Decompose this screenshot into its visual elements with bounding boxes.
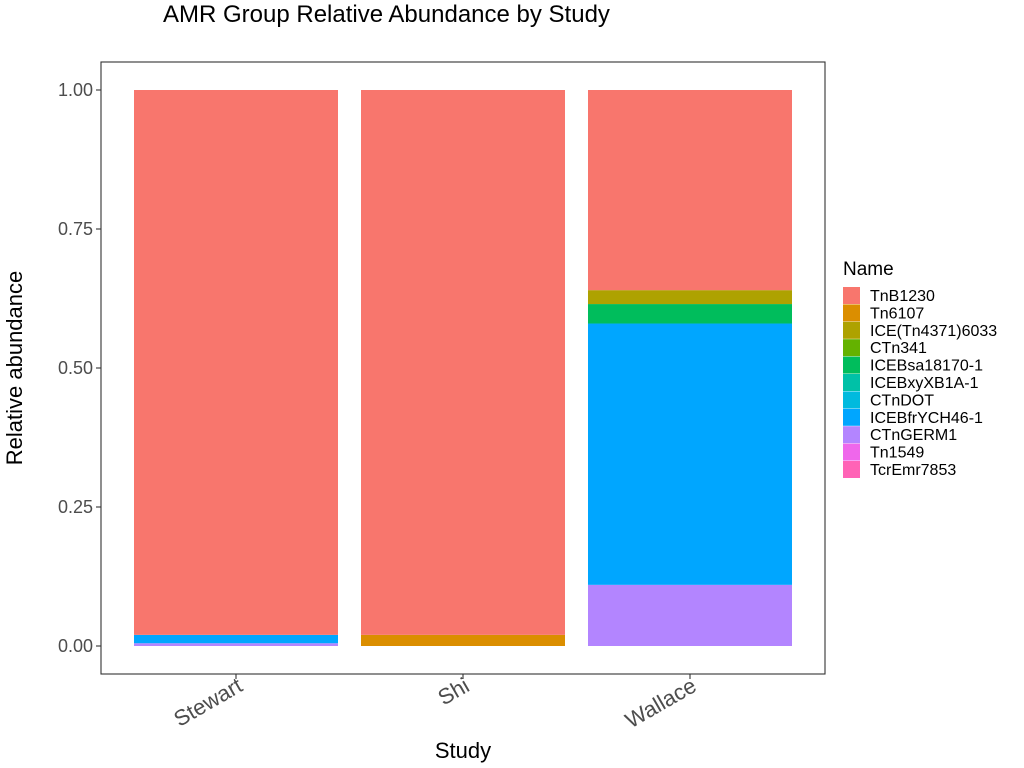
legend-label: CTn341 — [870, 340, 927, 357]
legend-label: TcrEmr7853 — [870, 462, 956, 479]
legend-swatch — [843, 408, 860, 426]
legend-label: Tn1549 — [870, 445, 924, 462]
x-axis: Stewart Shi Wallace — [169, 673, 700, 733]
bars-layer — [134, 90, 792, 646]
legend-swatch — [843, 339, 860, 357]
legend-item-ctndot: CTnDOT — [843, 391, 934, 409]
legend-label: ICEBxyXB1A-1 — [870, 375, 979, 392]
legend-label: ICEBsa18170-1 — [870, 358, 983, 375]
legend-label: ICEBfrYCH46-1 — [870, 410, 983, 427]
legend-swatch — [843, 356, 860, 374]
legend-swatch — [843, 304, 860, 322]
y-tick-label: 0.50 — [58, 358, 93, 378]
bar-segment-wallace-icebsa18170-1 — [588, 304, 792, 324]
legend-swatch — [843, 461, 860, 478]
bar-segment-stewart-icebfrych46-1 — [134, 634, 338, 644]
legend-title: Name — [843, 259, 894, 280]
legend-label: CTnGERM1 — [870, 427, 957, 444]
bar-segment-stewart-ctngerm1 — [134, 643, 338, 646]
x-tick-label-wallace: Wallace — [621, 673, 701, 733]
bar-segment-wallace-ctngerm1 — [588, 584, 792, 646]
y-tick-label: 0.25 — [58, 497, 93, 517]
y-axis: 0.00 0.25 0.50 0.75 1.00 — [58, 80, 101, 656]
legend: Name TnB1230Tn6107ICE(Tn4371)6033CTn341I… — [843, 259, 997, 479]
legend-item-ctn341: CTn341 — [843, 339, 927, 357]
legend-label: ICE(Tn4371)6033 — [870, 323, 997, 340]
y-axis-title: Relative abundance — [2, 271, 27, 465]
legend-item-icebxyxb1a-1: ICEBxyXB1A-1 — [843, 374, 979, 392]
x-tick-label-shi: Shi — [433, 673, 473, 711]
bar-segment-wallace-tnb1230 — [588, 90, 792, 291]
legend-item-tcremr7853: TcrEmr7853 — [843, 461, 956, 479]
legend-item-tn1549: Tn1549 — [843, 443, 924, 462]
legend-item-tn6107: Tn6107 — [843, 304, 924, 322]
y-tick-label: 0.00 — [58, 636, 93, 656]
legend-item-icebsa18170-1: ICEBsa18170-1 — [843, 356, 983, 375]
y-tick-label: 0.75 — [58, 219, 93, 239]
legend-label: Tn6107 — [870, 305, 924, 322]
bar-segment-stewart-tnb1230 — [134, 90, 338, 635]
legend-swatch — [843, 443, 860, 461]
bar-segment-wallace-icebfrych46-1 — [588, 323, 792, 585]
legend-swatch — [843, 426, 860, 444]
legend-swatch — [843, 374, 860, 391]
bar-segment-shi-tnb1230 — [361, 90, 565, 635]
legend-item-ctngerm1: CTnGERM1 — [843, 426, 957, 444]
y-tick-label: 1.00 — [58, 80, 93, 100]
legend-swatch — [843, 391, 860, 409]
legend-item-icebfrych46-1: ICEBfrYCH46-1 — [843, 408, 983, 427]
bar-segment-shi-tn6107 — [361, 634, 565, 646]
bar-segment-wallace-ice-tn4371-6033 — [588, 290, 792, 305]
x-axis-title: Study — [435, 738, 491, 763]
chart-title: AMR Group Relative Abundance by Study — [163, 1, 610, 28]
x-tick-label-stewart: Stewart — [169, 673, 246, 732]
legend-item-tnb1230: TnB1230 — [843, 287, 935, 305]
legend-item-ice-tn4371-6033: ICE(Tn4371)6033 — [843, 321, 997, 340]
legend-swatch — [843, 321, 860, 339]
legend-label: TnB1230 — [870, 288, 935, 305]
legend-label: CTnDOT — [870, 392, 934, 409]
legend-swatch — [843, 287, 860, 304]
